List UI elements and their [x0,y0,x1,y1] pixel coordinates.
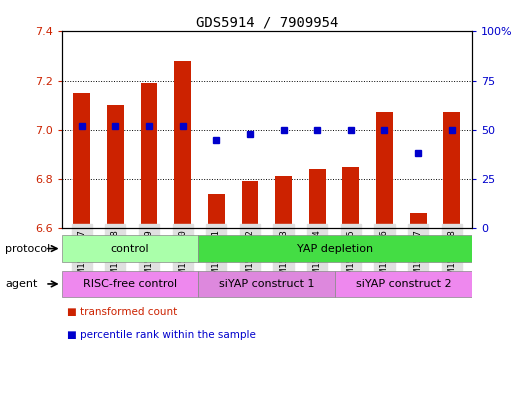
Bar [62,271,199,297]
Bar [443,112,460,228]
Bar [208,194,225,228]
Text: ■ transformed count: ■ transformed count [67,307,177,316]
Bar [174,61,191,228]
Text: siYAP construct 2: siYAP construct 2 [356,279,451,289]
Bar [73,93,90,228]
Text: agent: agent [5,279,37,289]
Bar [410,213,426,228]
Text: ■ percentile rank within the sample: ■ percentile rank within the sample [67,330,255,340]
Bar [343,167,359,228]
Bar [62,235,199,262]
Bar [335,271,472,297]
Text: control: control [111,244,149,253]
Bar [376,112,393,228]
Bar [107,105,124,228]
Text: GDS5914 / 7909954: GDS5914 / 7909954 [195,16,338,30]
Text: siYAP construct 1: siYAP construct 1 [219,279,314,289]
Bar [199,235,472,262]
Text: RISC-free control: RISC-free control [83,279,177,289]
Bar [242,181,259,228]
Text: YAP depletion: YAP depletion [297,244,373,253]
Bar [275,176,292,228]
Text: protocol: protocol [5,244,50,253]
Bar [199,271,335,297]
Bar [141,83,157,228]
Bar [309,169,326,228]
